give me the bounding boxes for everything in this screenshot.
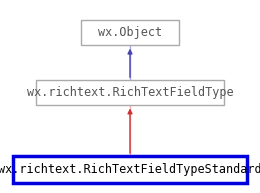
FancyBboxPatch shape	[36, 80, 224, 105]
FancyBboxPatch shape	[13, 156, 247, 183]
FancyBboxPatch shape	[81, 20, 179, 45]
Text: wx.richtext.RichTextFieldType: wx.richtext.RichTextFieldType	[27, 86, 233, 99]
Text: wx.richtext.RichTextFieldTypeStandard: wx.richtext.RichTextFieldTypeStandard	[0, 163, 260, 176]
Text: wx.Object: wx.Object	[98, 26, 162, 39]
